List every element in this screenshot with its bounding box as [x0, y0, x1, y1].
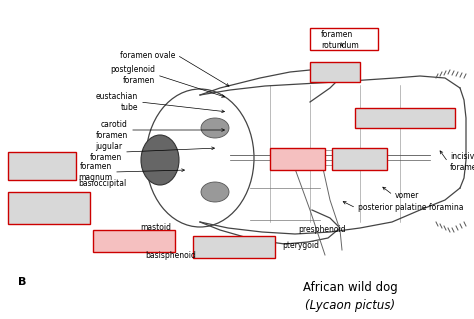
Text: postglenoid
foramen: postglenoid foramen	[110, 65, 155, 85]
Text: incisive
foramen: incisive foramen	[450, 152, 474, 172]
Text: foramen ovale: foramen ovale	[119, 50, 175, 60]
Bar	[310, 62, 360, 82]
Bar	[332, 148, 387, 170]
Text: eustachian
tube: eustachian tube	[96, 92, 138, 112]
Text: jugular
foramen: jugular foramen	[90, 142, 122, 162]
Text: foramen
rotundum: foramen rotundum	[321, 30, 359, 50]
Bar	[8, 152, 76, 180]
Ellipse shape	[201, 182, 229, 202]
Bar	[355, 108, 455, 128]
Text: (Lycaon pictus): (Lycaon pictus)	[305, 299, 395, 311]
Bar	[8, 192, 90, 224]
Ellipse shape	[141, 135, 179, 185]
Text: B: B	[18, 277, 27, 287]
Text: carotid
foramen: carotid foramen	[96, 120, 128, 140]
Text: basisphenoid: basisphenoid	[145, 251, 196, 261]
Bar	[193, 236, 275, 258]
Text: African wild dog: African wild dog	[302, 281, 397, 294]
Bar	[270, 148, 325, 170]
Text: vomer: vomer	[395, 190, 419, 199]
Ellipse shape	[201, 118, 229, 138]
Bar	[93, 230, 175, 252]
Text: pterygoid: pterygoid	[282, 241, 319, 250]
Text: basioccipital: basioccipital	[78, 179, 126, 188]
Text: presphenoid: presphenoid	[298, 226, 346, 234]
Bar	[310, 28, 378, 50]
Text: mastoid: mastoid	[140, 224, 171, 233]
Text: posterior palatine foramina: posterior palatine foramina	[358, 204, 464, 212]
Text: foramen
magnum: foramen magnum	[78, 162, 112, 182]
